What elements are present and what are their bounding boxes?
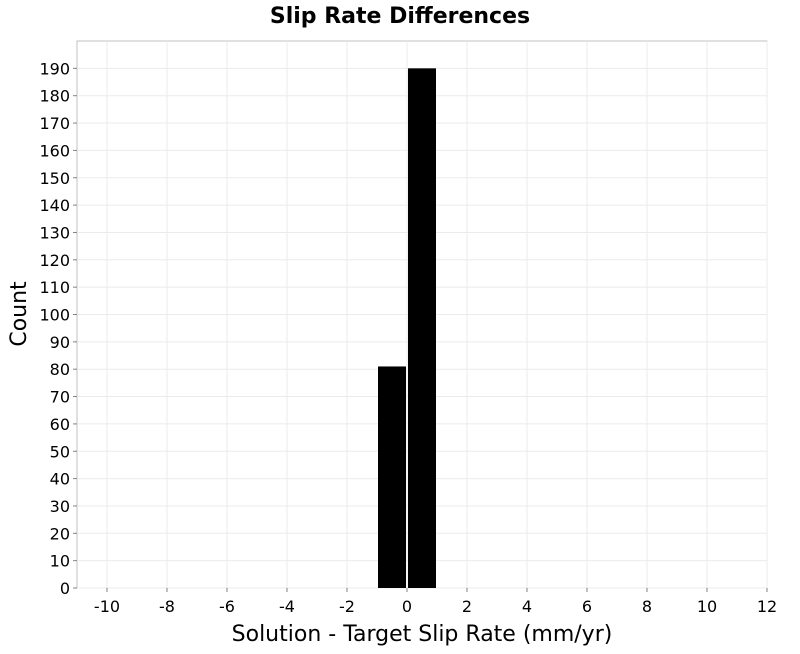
x-tick-label: -8 <box>159 597 175 616</box>
chart-title: Slip Rate Differences <box>270 4 530 29</box>
y-tick-label: 30 <box>50 497 70 516</box>
y-axis-ticks: 0 10 20 30 40 50 60 70 80 90 100 110 120 130 140 150 160… <box>39 59 77 598</box>
x-tick-label: 2 <box>462 597 472 616</box>
y-tick-label: 100 <box>39 306 70 325</box>
histogram-bar <box>378 366 406 588</box>
x-tick-label: -4 <box>279 597 295 616</box>
y-tick-label: 90 <box>50 333 70 352</box>
y-tick-label: 70 <box>50 388 70 407</box>
bars-group <box>378 68 436 589</box>
y-axis-label: Count <box>7 281 32 347</box>
y-tick-label: 80 <box>50 360 70 379</box>
y-tick-label: 20 <box>50 524 70 543</box>
x-tick-label: 12 <box>757 597 777 616</box>
x-tick-label: -10 <box>94 597 120 616</box>
y-tick-label: 110 <box>39 278 70 297</box>
y-tick-label: 120 <box>39 251 70 270</box>
y-tick-label: 150 <box>39 169 70 188</box>
y-tick-label: 60 <box>50 415 70 434</box>
x-tick-label: 6 <box>582 597 592 616</box>
x-tick-label: -2 <box>339 597 355 616</box>
x-axis-ticks: -10 -8 -6 -4 -2 0 2 4 6 8 10 12 <box>94 588 777 616</box>
x-tick-label: 0 <box>402 597 412 616</box>
x-tick-label: 10 <box>697 597 717 616</box>
y-tick-label: 130 <box>39 223 70 242</box>
x-tick-label: 4 <box>522 597 532 616</box>
y-tick-label: 0 <box>60 579 70 598</box>
y-tick-label: 190 <box>39 59 70 78</box>
y-tick-label: 50 <box>50 442 70 461</box>
histogram-bar <box>408 68 436 589</box>
x-tick-label: 8 <box>642 597 652 616</box>
y-tick-label: 180 <box>39 87 70 106</box>
x-axis-label: Solution - Target Slip Rate (mm/yr) <box>232 622 613 647</box>
y-tick-label: 140 <box>39 196 70 215</box>
y-tick-label: 170 <box>39 114 70 133</box>
x-tick-label: -6 <box>219 597 235 616</box>
y-tick-label: 160 <box>39 141 70 160</box>
y-tick-label: 40 <box>50 470 70 489</box>
y-tick-label: 10 <box>50 552 70 571</box>
